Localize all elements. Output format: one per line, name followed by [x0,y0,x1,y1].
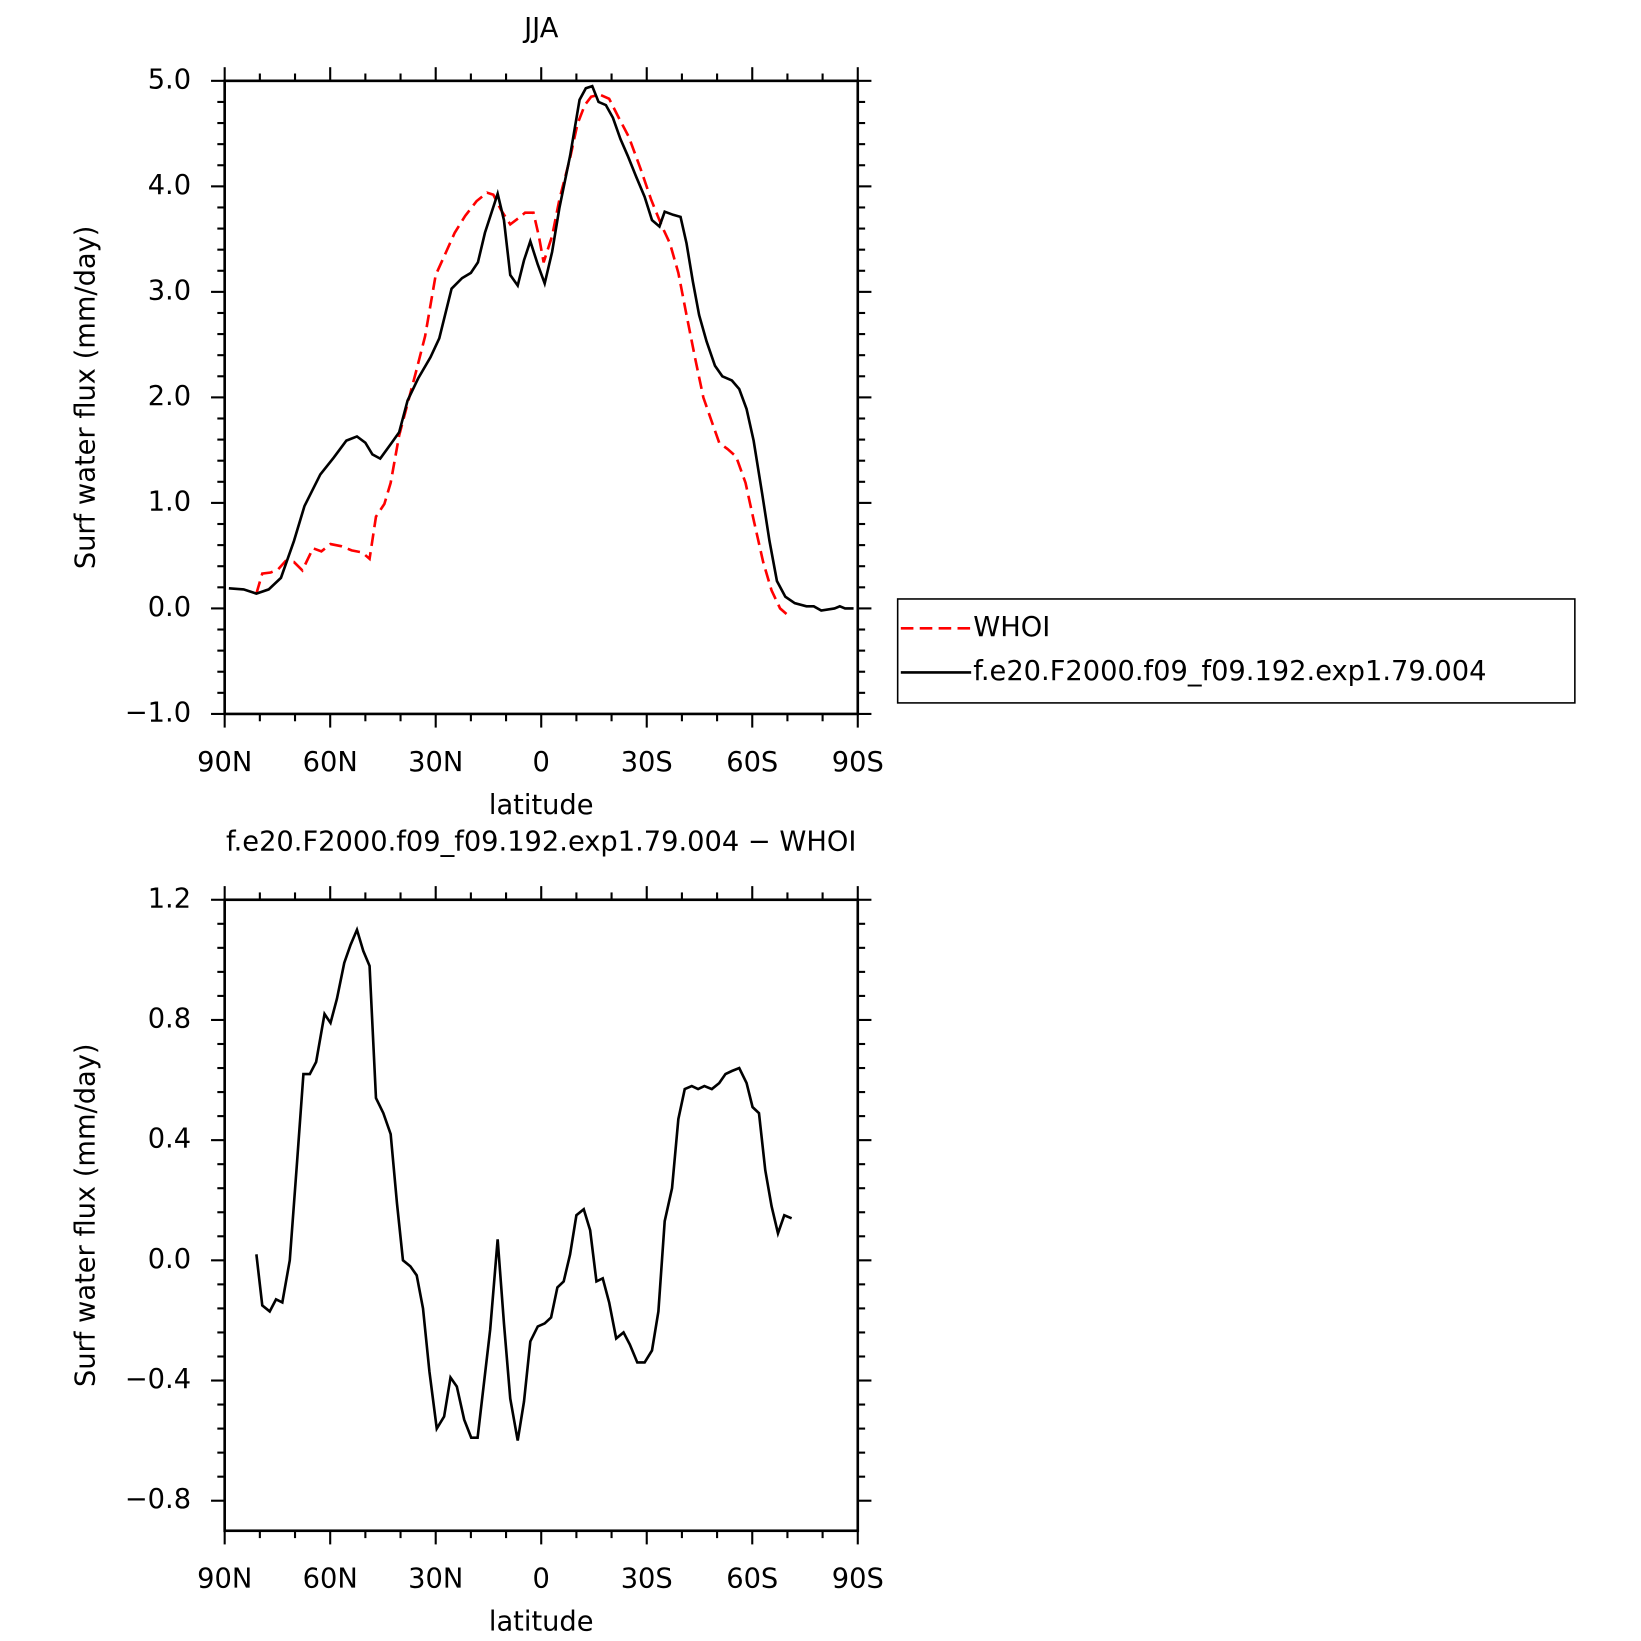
x-tick-label: 60S [726,747,778,778]
data-line [255,93,792,618]
x-tick-label: 90S [832,1564,884,1595]
x-tick-label: 30S [621,747,673,778]
x-tick-label: 30N [408,747,463,778]
y-tick-label: 0.0 [148,1244,191,1275]
plot-frame [223,79,860,716]
y-axis-label: Surf water flux (mm/day) [71,1043,102,1387]
x-tick-label: 60N [303,1564,358,1595]
data-line [255,925,793,1441]
y-tick-label: 4.0 [148,170,191,201]
y-tick-label: −1.0 [125,697,191,728]
x-tick-label: 30S [621,1564,673,1595]
y-tick-label: −0.8 [125,1484,191,1515]
legend-box [896,598,1576,704]
x-tick-label: 30N [408,1564,463,1595]
plot-frame [223,898,860,1533]
chart-title: JJA [522,13,559,44]
x-tick-label: 90N [197,747,252,778]
x-tick-label: 90S [832,747,884,778]
legend-label: f.e20.F2000.f09_f09.192.exp1.79.004 [973,656,1486,687]
data-line [228,84,854,612]
x-tick-label: 0 [533,747,550,778]
y-axis-label: Surf water flux (mm/day) [71,226,102,570]
chart-title: f.e20.F2000.f09_f09.192.exp1.79.004 − WH… [226,827,856,858]
y-tick-label: 2.0 [148,381,191,412]
x-tick-label: 60N [303,747,358,778]
legend-label: WHOI [973,612,1050,643]
y-tick-label: 1.2 [148,883,191,914]
y-tick-label: −0.4 [125,1364,191,1395]
x-tick-label: 60S [726,1564,778,1595]
y-tick-label: 3.0 [148,275,191,306]
x-axis-label: latitude [489,1607,594,1638]
x-tick-label: 0 [533,1564,550,1595]
y-tick-label: 0.0 [148,592,191,623]
y-tick-label: 5.0 [148,64,191,95]
y-tick-label: 0.4 [148,1124,191,1155]
x-axis-label: latitude [489,790,594,821]
y-tick-label: 0.8 [148,1003,191,1034]
y-tick-label: 1.0 [148,486,191,517]
x-tick-label: 90N [197,1564,252,1595]
